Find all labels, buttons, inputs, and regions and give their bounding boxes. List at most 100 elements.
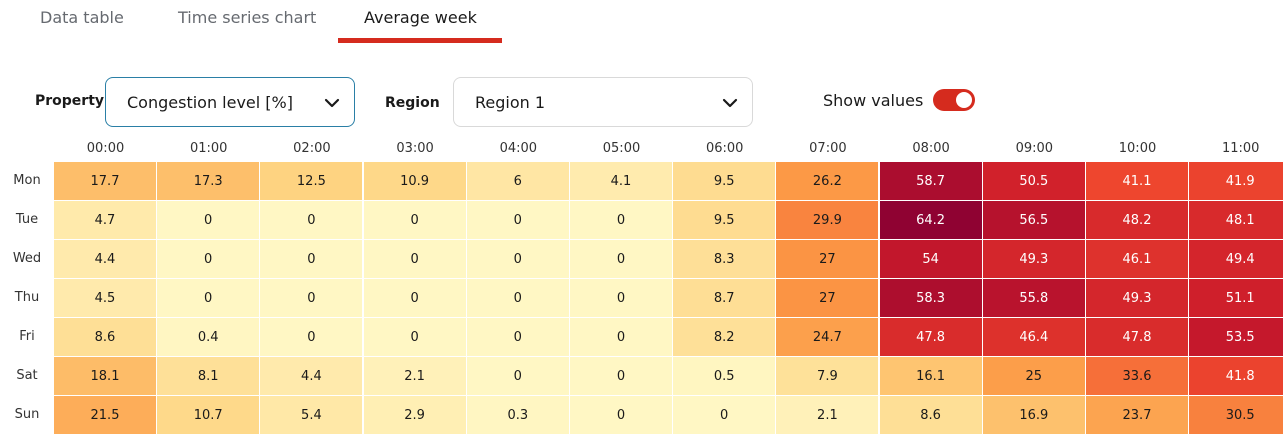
heatmap-cell[interactable]: 41.8 — [1189, 357, 1283, 395]
heatmap-cell[interactable]: 27 — [776, 279, 879, 317]
toggle-knob — [956, 92, 972, 108]
hour-label: 01:00 — [189, 141, 228, 156]
heatmap-cell[interactable]: 4.5 — [54, 279, 156, 317]
heatmap-cell[interactable]: 26.2 — [776, 162, 879, 200]
heatmap-cell[interactable]: 8.6 — [879, 396, 982, 434]
heatmap-cell[interactable]: 2.1 — [776, 396, 879, 434]
heatmap-cell[interactable]: 0 — [466, 201, 569, 239]
heatmap-cell[interactable]: 7.9 — [776, 357, 879, 395]
heatmap-cell[interactable]: 49.3 — [1086, 279, 1188, 317]
heatmap-cell[interactable]: 0 — [570, 240, 672, 278]
heatmap-cell[interactable]: 49.3 — [982, 240, 1085, 278]
heatmap-cell[interactable]: 0 — [260, 279, 363, 317]
tab-data-table[interactable]: Data table — [40, 8, 124, 27]
heatmap-cell[interactable]: 0 — [570, 201, 672, 239]
heatmap-cell[interactable]: 16.9 — [982, 396, 1085, 434]
heatmap-cell[interactable]: 0 — [363, 201, 466, 239]
heatmap-cell[interactable]: 46.1 — [1086, 240, 1188, 278]
heatmap-cell[interactable]: 0 — [466, 279, 569, 317]
heatmap-cell[interactable]: 10.9 — [363, 162, 466, 200]
heatmap-cell[interactable]: 4.4 — [54, 240, 156, 278]
heatmap-cell[interactable]: 0 — [363, 279, 466, 317]
heatmap-cell[interactable]: 58.7 — [879, 162, 982, 200]
heatmap-cell[interactable]: 0 — [260, 201, 363, 239]
heatmap-cell[interactable]: 0 — [570, 318, 672, 356]
heatmap-cell[interactable]: 30.5 — [1189, 396, 1283, 434]
tab-average-week[interactable]: Average week — [364, 8, 477, 27]
day-label: Thu — [14, 290, 40, 305]
heatmap-cell[interactable]: 0 — [673, 396, 776, 434]
heatmap-cell[interactable]: 33.6 — [1086, 357, 1188, 395]
heatmap-cell[interactable]: 0 — [260, 240, 363, 278]
heatmap-cell[interactable]: 0 — [363, 318, 466, 356]
heatmap-cell[interactable]: 6 — [466, 162, 569, 200]
heatmap-cell[interactable]: 54 — [879, 240, 982, 278]
heatmap-cell[interactable]: 17.7 — [54, 162, 156, 200]
heatmap-cell[interactable]: 17.3 — [157, 162, 260, 200]
heatmap-cell[interactable]: 55.8 — [982, 279, 1085, 317]
heatmap-cell[interactable]: 47.8 — [1086, 318, 1188, 356]
heatmap-cell[interactable]: 48.1 — [1189, 201, 1283, 239]
heatmap-cell[interactable]: 58.3 — [879, 279, 982, 317]
heatmap-cell[interactable]: 0 — [466, 240, 569, 278]
heatmap-cell[interactable]: 8.3 — [673, 240, 776, 278]
heatmap-cell[interactable]: 23.7 — [1086, 396, 1188, 434]
heatmap-cell[interactable]: 8.7 — [673, 279, 776, 317]
heatmap-cell[interactable]: 46.4 — [982, 318, 1085, 356]
heatmap-cell[interactable]: 0 — [466, 357, 569, 395]
heatmap-cell[interactable]: 9.5 — [673, 201, 776, 239]
heatmap-cell[interactable]: 50.5 — [982, 162, 1085, 200]
heatmap-cell[interactable]: 2.1 — [363, 357, 466, 395]
heatmap-cell[interactable]: 0 — [570, 357, 672, 395]
heatmap-cell[interactable]: 8.2 — [673, 318, 776, 356]
heatmap-cell[interactable]: 5.4 — [260, 396, 363, 434]
heatmap-cell[interactable]: 4.4 — [260, 357, 363, 395]
heatmap-cell[interactable]: 24.7 — [776, 318, 879, 356]
heatmap-cell[interactable]: 51.1 — [1189, 279, 1283, 317]
heatmap-cell[interactable]: 0 — [570, 396, 672, 434]
heatmap-cell[interactable]: 0 — [157, 279, 260, 317]
heatmap-cell[interactable]: 0 — [466, 318, 569, 356]
heatmap-cell[interactable]: 4.1 — [570, 162, 672, 200]
heatmap-cell[interactable]: 18.1 — [54, 357, 156, 395]
heatmap-cell[interactable]: 47.8 — [879, 318, 982, 356]
day-label: Sun — [14, 407, 40, 422]
show-values-label: Show values — [823, 91, 924, 110]
tab-time-series-chart[interactable]: Time series chart — [178, 8, 317, 27]
heatmap-cell[interactable]: 16.1 — [879, 357, 982, 395]
heatmap-cell[interactable]: 0.5 — [673, 357, 776, 395]
heatmap-cell[interactable]: 56.5 — [982, 201, 1085, 239]
heatmap-cell[interactable]: 9.5 — [673, 162, 776, 200]
heatmap-cell[interactable]: 25 — [982, 357, 1085, 395]
heatmap-cell[interactable]: 0.4 — [157, 318, 260, 356]
heatmap-cell[interactable]: 2.9 — [363, 396, 466, 434]
heatmap-cell[interactable]: 27 — [776, 240, 879, 278]
region-select[interactable]: Region 1 — [453, 77, 753, 127]
hour-label: 10:00 — [1118, 141, 1157, 156]
heatmap-cell[interactable]: 41.1 — [1086, 162, 1188, 200]
heatmap-cell[interactable]: 8.1 — [157, 357, 260, 395]
heatmap-cell[interactable]: 64.2 — [879, 201, 982, 239]
heatmap-cell[interactable]: 10.7 — [157, 396, 260, 434]
heatmap-cell[interactable]: 49.4 — [1189, 240, 1283, 278]
heatmap-cell[interactable]: 0 — [570, 279, 672, 317]
property-select[interactable]: Congestion level [%] — [105, 77, 355, 127]
region-label: Region — [385, 95, 440, 111]
heatmap-cell[interactable]: 48.2 — [1086, 201, 1188, 239]
heatmap-cell[interactable]: 53.5 — [1189, 318, 1283, 356]
heatmap-cell[interactable]: 0 — [157, 240, 260, 278]
heatmap-cell[interactable]: 29.9 — [776, 201, 879, 239]
heatmap-cell[interactable]: 12.5 — [260, 162, 363, 200]
active-tab-indicator — [338, 38, 502, 43]
heatmap-cell[interactable]: 41.9 — [1189, 162, 1283, 200]
heatmap-cell[interactable]: 8.6 — [54, 318, 156, 356]
hour-label: 09:00 — [1015, 141, 1054, 156]
show-values-toggle[interactable] — [933, 89, 975, 111]
hour-label: 06:00 — [705, 141, 744, 156]
heatmap-cell[interactable]: 4.7 — [54, 201, 156, 239]
heatmap-cell[interactable]: 0 — [363, 240, 466, 278]
heatmap-cell[interactable]: 21.5 — [54, 396, 156, 434]
heatmap-cell[interactable]: 0.3 — [466, 396, 569, 434]
heatmap-cell[interactable]: 0 — [157, 201, 260, 239]
heatmap-cell[interactable]: 0 — [260, 318, 363, 356]
